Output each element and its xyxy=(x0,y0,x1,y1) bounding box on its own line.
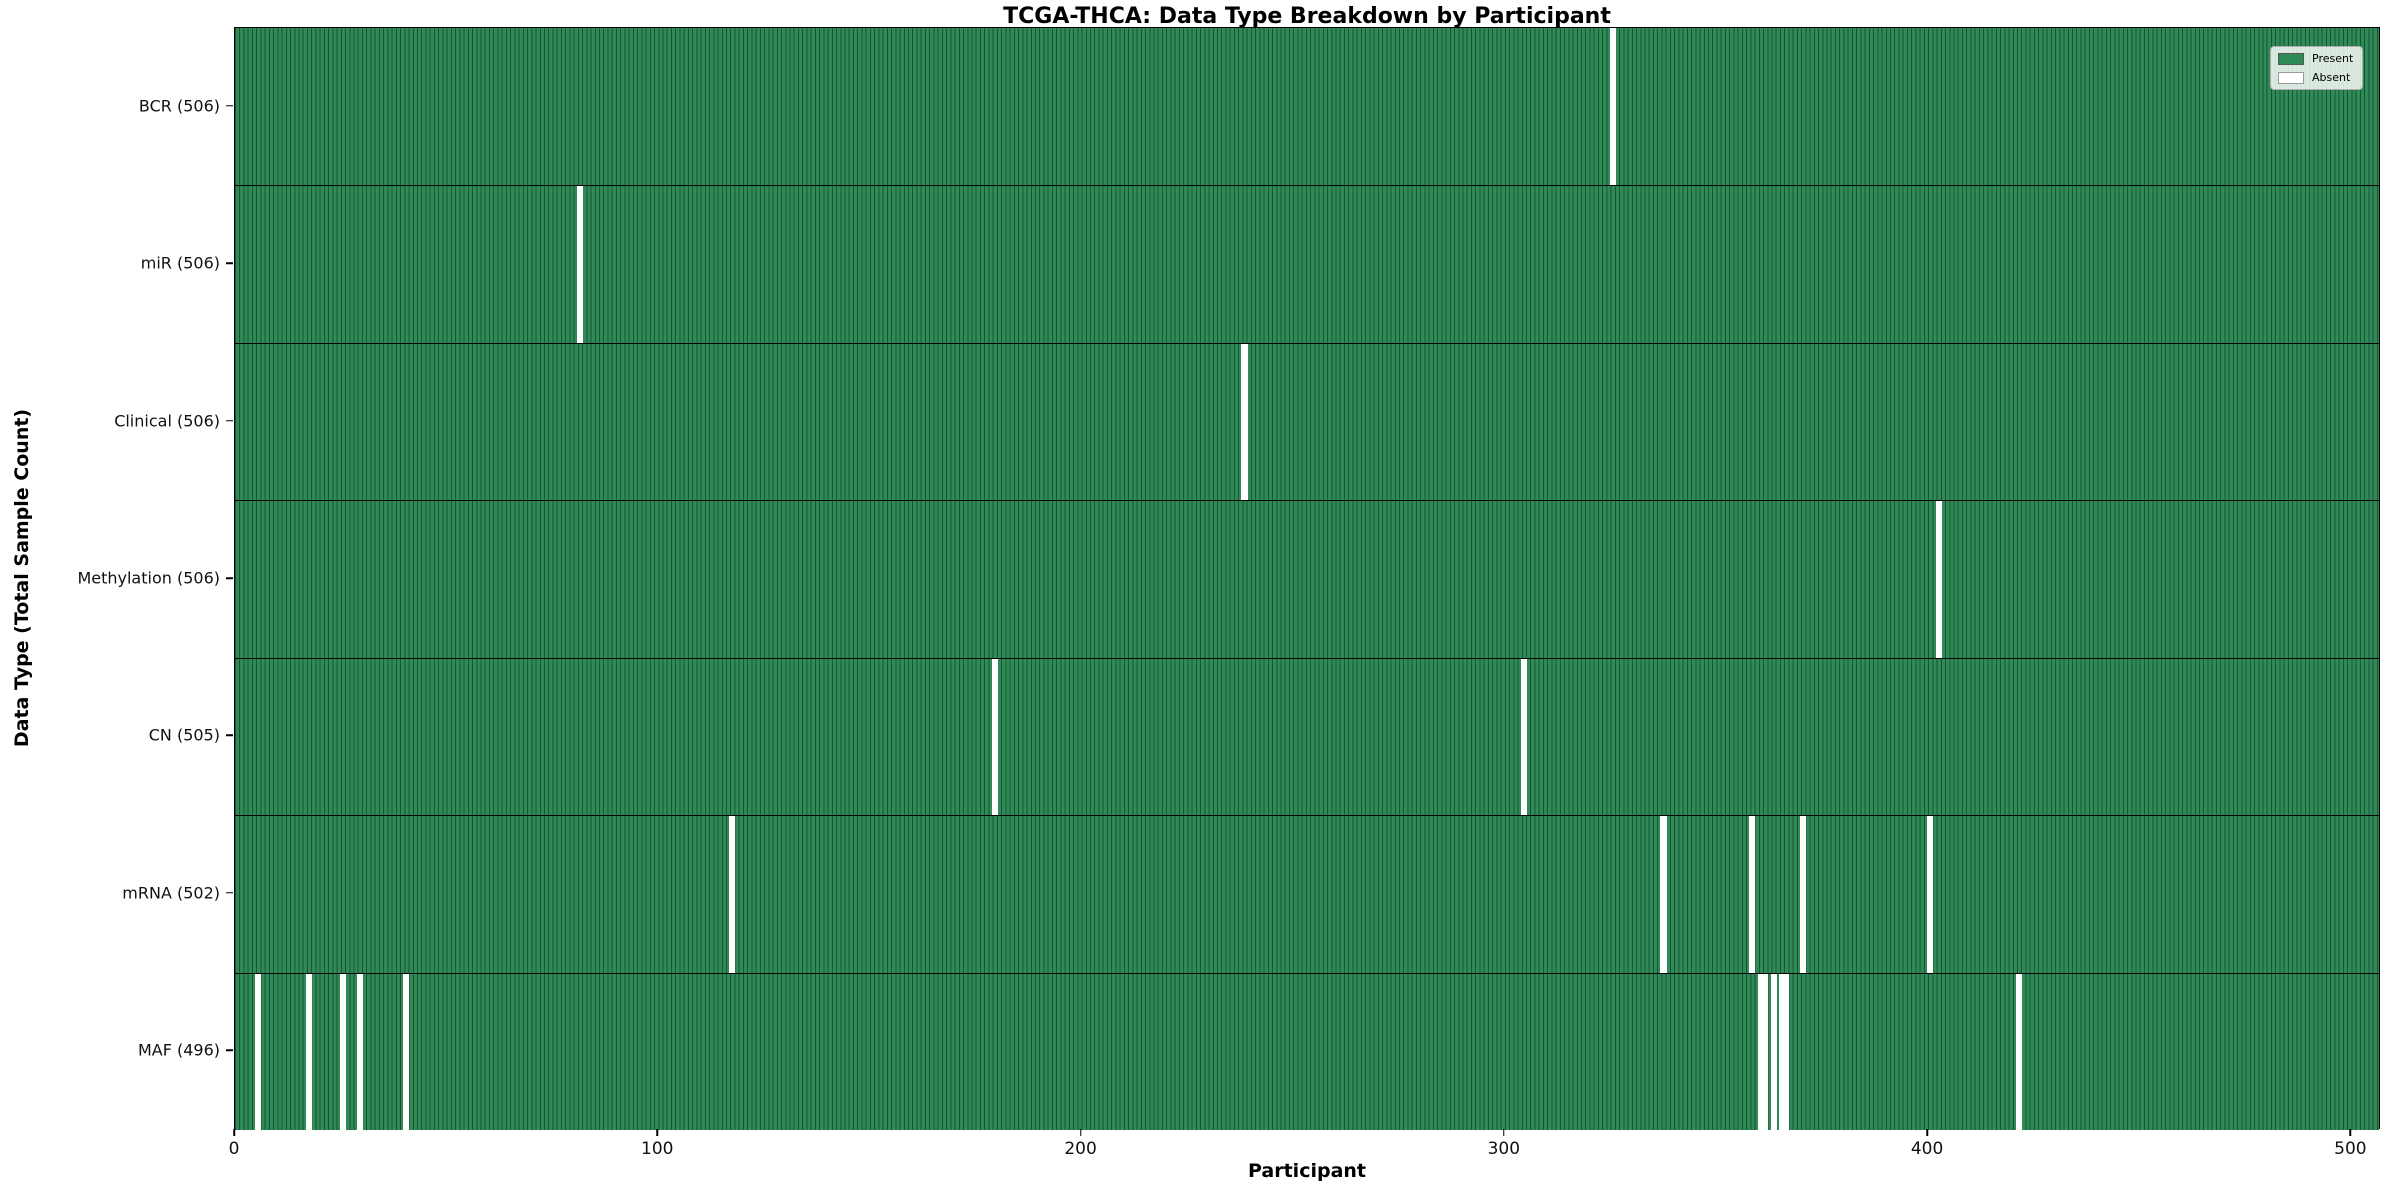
absent-gap xyxy=(1762,973,1769,1130)
x-tick-label: 400 xyxy=(1910,1139,1944,1159)
plot-area xyxy=(234,27,2380,1130)
absent-gap xyxy=(991,658,998,816)
absent-gap xyxy=(1935,501,1942,658)
x-tick-label: 500 xyxy=(2334,1139,2367,1159)
present-swatch-icon xyxy=(2278,52,2304,65)
row-bcr xyxy=(235,28,2379,186)
legend-label-present: Present xyxy=(2312,52,2354,65)
row-maf xyxy=(235,972,2379,1130)
y-tick-label: Methylation (506) xyxy=(77,568,220,588)
legend-item-present: Present xyxy=(2278,52,2353,65)
x-tick-mark xyxy=(1079,1129,1082,1136)
row-methylation xyxy=(235,500,2379,658)
absent-gap xyxy=(1927,816,1934,973)
y-tick-label: Clinical (506) xyxy=(114,411,220,431)
x-tick-mark xyxy=(656,1129,659,1136)
absent-gap xyxy=(1778,973,1786,1130)
absent-swatch-icon xyxy=(2278,71,2304,84)
x-tick-label: 200 xyxy=(1064,1139,1097,1159)
chart-title: TCGA-THCA: Data Type Breakdown by Partic… xyxy=(1003,4,1611,29)
y-tick-label: BCR (506) xyxy=(138,96,220,116)
x-tick-mark xyxy=(2349,1129,2352,1136)
x-tick-label: 0 xyxy=(228,1139,240,1159)
row-mrna xyxy=(235,815,2379,973)
absent-gap xyxy=(1757,973,1764,1130)
absent-gap xyxy=(356,973,363,1130)
row-clinical xyxy=(235,342,2379,501)
absent-gap xyxy=(403,973,410,1130)
row-mir xyxy=(235,185,2379,343)
absent-gap xyxy=(306,973,313,1130)
absent-gap xyxy=(1609,28,1616,186)
y-tick-mark xyxy=(226,734,233,737)
y-tick-label: CN (505) xyxy=(148,725,220,745)
absent-gap xyxy=(1770,973,1777,1130)
y-tick-mark xyxy=(226,892,233,894)
y-tick-label: miR (506) xyxy=(140,253,220,273)
legend-label-absent: Absent xyxy=(2312,71,2351,84)
absent-gap xyxy=(729,816,736,973)
absent-gap xyxy=(1520,658,1527,816)
y-tick-label: MAF (496) xyxy=(137,1040,220,1060)
x-tick-mark xyxy=(1926,1129,1928,1136)
absent-gap xyxy=(1749,816,1756,973)
absent-gap xyxy=(339,973,346,1130)
absent-gap xyxy=(1800,816,1807,973)
legend-item-absent: Absent xyxy=(2278,71,2353,84)
x-tick-label: 100 xyxy=(641,1139,674,1159)
y-tick-label: mRNA (502) xyxy=(122,883,220,903)
y-tick-mark xyxy=(226,419,233,422)
absent-gap xyxy=(576,186,584,343)
y-tick-mark xyxy=(226,577,233,579)
y-tick-mark xyxy=(226,1049,233,1052)
absent-gap xyxy=(1660,816,1667,973)
y-tick-mark xyxy=(226,104,233,107)
absent-gap xyxy=(255,973,262,1130)
absent-gap xyxy=(2016,973,2023,1130)
row-cn xyxy=(235,657,2379,816)
x-tick-mark xyxy=(1503,1129,1505,1136)
x-tick-label: 300 xyxy=(1487,1139,1521,1159)
x-axis-title: Participant xyxy=(1247,1160,1367,1182)
legend: Present Absent xyxy=(2270,46,2364,90)
x-tick-mark xyxy=(233,1129,235,1136)
absent-gap xyxy=(1783,973,1790,1130)
y-tick-mark xyxy=(226,262,233,264)
absent-gap xyxy=(1241,343,1248,501)
